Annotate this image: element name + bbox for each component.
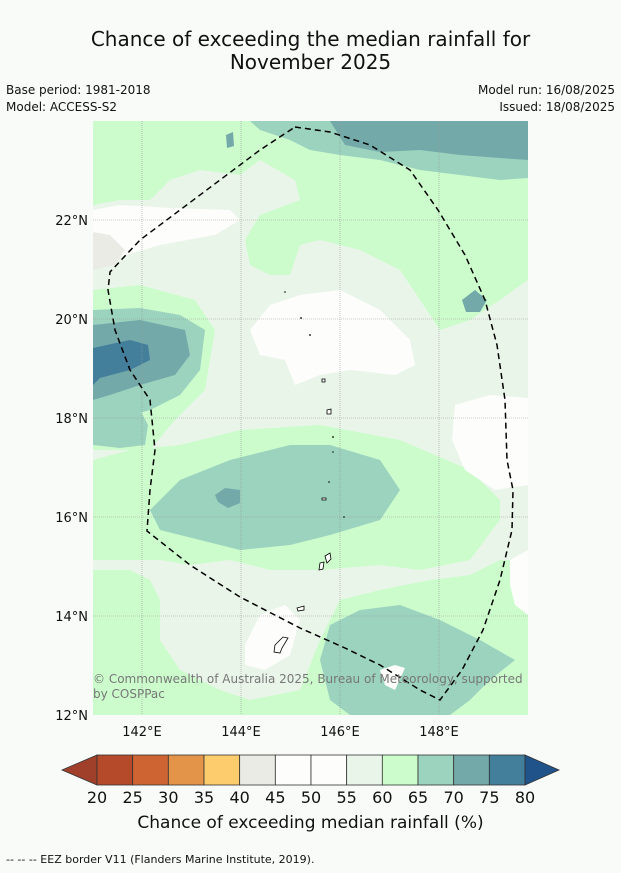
copyright-text: © Commonwealth of Australia 2025, Bureau… bbox=[93, 672, 523, 701]
issued-date: Issued: 18/08/2025 bbox=[499, 100, 615, 114]
colorbar-extend-low bbox=[60, 754, 98, 786]
region-dark-teal-top bbox=[330, 121, 528, 160]
colorbar-tick-label: 35 bbox=[194, 788, 214, 807]
lat-label-14: 14°N bbox=[55, 610, 88, 625]
lon-label-142: 142°E bbox=[122, 725, 162, 740]
title-line-2: November 2025 bbox=[229, 50, 392, 74]
region-white-bottomright bbox=[510, 550, 528, 615]
lon-label-148: 148°E bbox=[419, 725, 459, 740]
colorbar-segment bbox=[203, 754, 241, 786]
island-saipan bbox=[324, 552, 332, 564]
lon-labels: 142°E 144°E 146°E 148°E bbox=[122, 725, 459, 740]
eez-border bbox=[107, 126, 514, 701]
colorbar-tick-label: 50 bbox=[301, 788, 321, 807]
islands bbox=[273, 378, 332, 654]
lat-label-22: 22°N bbox=[55, 214, 88, 229]
island-rota bbox=[296, 605, 305, 612]
base-period: Base period: 1981-2018 bbox=[6, 83, 151, 97]
map-body bbox=[93, 121, 528, 715]
colorbar-tick-label: 65 bbox=[408, 788, 428, 807]
region-dark-teal-small-3 bbox=[226, 132, 234, 148]
island-small-2 bbox=[326, 408, 332, 415]
meta-left: Base period: 1981-2018 Model: ACCESS-S2 bbox=[6, 82, 151, 116]
region-white-small bbox=[380, 665, 405, 690]
colorbar-segment bbox=[346, 754, 383, 786]
colorbar-segment bbox=[488, 754, 526, 786]
lat-label-16: 16°N bbox=[55, 511, 88, 526]
colorbar bbox=[60, 754, 560, 786]
region-white-center bbox=[250, 290, 415, 385]
model-name: Model: ACCESS-S2 bbox=[6, 100, 118, 114]
region-dark-teal-small-1 bbox=[215, 488, 240, 508]
lon-label-146: 146°E bbox=[320, 725, 360, 740]
colorbar-tick-label: 30 bbox=[158, 788, 178, 807]
colorbar-tick-label: 80 bbox=[515, 788, 535, 807]
colorbar-tick-label: 75 bbox=[479, 788, 499, 807]
colorbar-label: Chance of exceeding median rainfall (%) bbox=[137, 813, 484, 833]
region-green-top bbox=[93, 121, 528, 330]
colorbar-tick-label: 45 bbox=[265, 788, 285, 807]
island-tinian bbox=[318, 561, 325, 571]
colorbar-tick-label: 25 bbox=[122, 788, 142, 807]
lat-labels: 22°N 20°N 18°N 16°N 14°N 12°N bbox=[55, 214, 88, 724]
lat-label-18: 18°N bbox=[55, 412, 88, 427]
eez-footnote: -- -- -- EEZ border V11 (Flanders Marine… bbox=[6, 853, 315, 866]
region-teal-bottom bbox=[320, 605, 515, 715]
region-blue-left bbox=[93, 340, 150, 385]
region-teal-middle bbox=[150, 445, 400, 550]
colorbar-tick-label: 40 bbox=[229, 788, 249, 807]
colorbar-segment bbox=[453, 754, 490, 786]
region-grey bbox=[93, 232, 125, 270]
colorbar-tick-label: 60 bbox=[372, 788, 392, 807]
lat-label-12: 12°N bbox=[55, 709, 88, 724]
colorbar-segment bbox=[274, 754, 312, 786]
colorbar-segment bbox=[381, 754, 419, 786]
colorbar-tick-label: 20 bbox=[87, 788, 107, 807]
colorbar-segment bbox=[96, 754, 134, 786]
map-title: Chance of exceeding the median rainfall … bbox=[0, 28, 621, 74]
region-teal-left-small bbox=[93, 410, 148, 448]
colorbar-segment bbox=[239, 754, 276, 786]
model-run: Model run: 16/08/2025 bbox=[477, 83, 615, 97]
colorbar-ticks: 20 25 30 35 40 45 50 55 60 65 70 75 80 bbox=[87, 788, 535, 807]
region-dark-teal-small-2 bbox=[462, 290, 487, 312]
gridlines bbox=[93, 121, 528, 715]
lon-label-144: 144°E bbox=[221, 725, 261, 740]
island-small-3 bbox=[321, 378, 326, 383]
colorbar-segment bbox=[310, 754, 348, 786]
title-line-1: Chance of exceeding the median rainfall … bbox=[90, 27, 531, 51]
island-dots bbox=[284, 291, 345, 518]
region-white-bottom bbox=[245, 605, 300, 670]
lat-label-20: 20°N bbox=[55, 313, 88, 328]
island-small-1 bbox=[321, 497, 327, 501]
colorbar-segment bbox=[167, 754, 205, 786]
colorbar-segment bbox=[132, 754, 169, 786]
colorbar-tick-label: 55 bbox=[336, 788, 356, 807]
island-guam bbox=[273, 636, 289, 654]
meta-right: Model run: 16/08/2025 Issued: 18/08/2025 bbox=[478, 82, 615, 116]
colorbar-extend-high bbox=[524, 754, 560, 786]
colorbar-segment bbox=[417, 754, 455, 786]
colorbar-tick-label: 70 bbox=[443, 788, 463, 807]
